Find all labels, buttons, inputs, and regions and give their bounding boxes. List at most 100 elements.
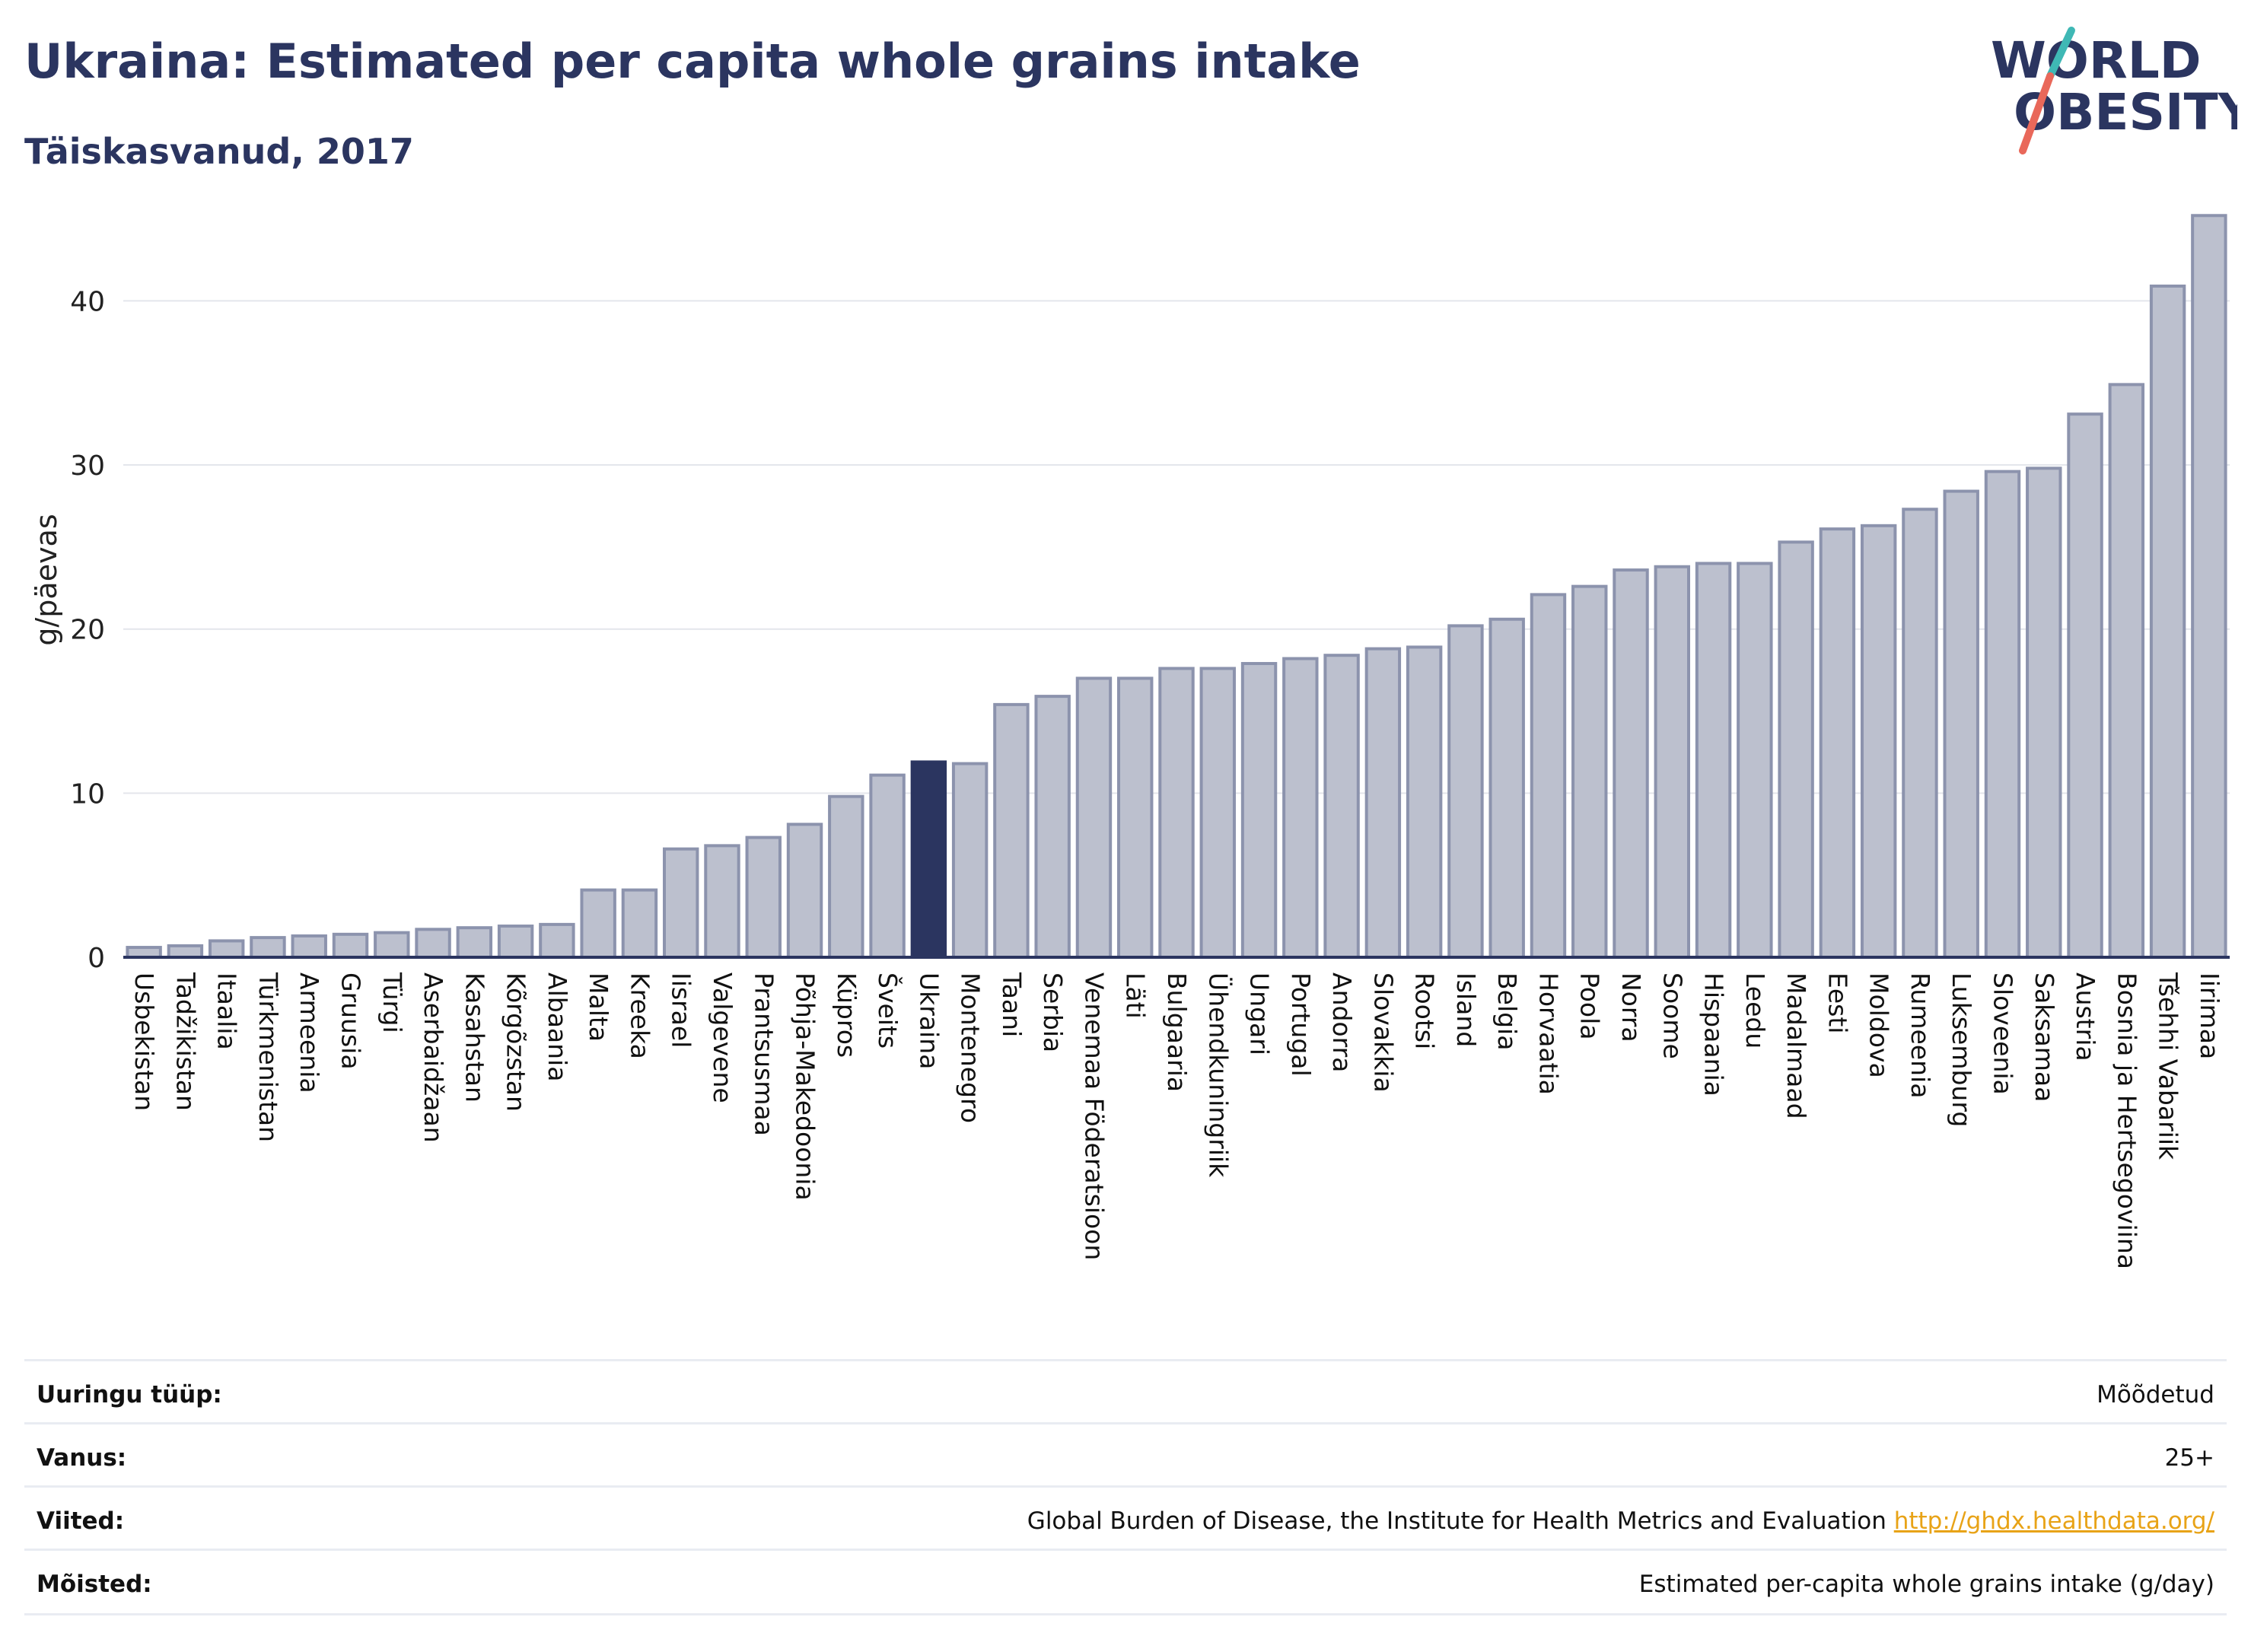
info-key: Vanus: xyxy=(37,1444,127,1472)
bar-iirimaa xyxy=(2191,214,2227,959)
bar-slovakkia xyxy=(1364,647,1402,959)
x-tick-label: Moldova xyxy=(1864,972,1894,1078)
bar-p-hja-makedoonia xyxy=(786,823,823,960)
x-tick-label: Türgi xyxy=(377,972,407,1033)
bar-norra xyxy=(1613,568,1649,959)
x-tick-label: Küpros xyxy=(832,972,861,1058)
bar-kreeka xyxy=(621,888,658,960)
logo-text-world: WORLD xyxy=(1991,31,2202,90)
x-tick-label: Iirimaa xyxy=(2195,972,2224,1059)
x-tick-label: Tšehhi Vabariik xyxy=(2154,972,2183,1160)
bar-tad-ikistan xyxy=(167,944,204,959)
logo-slash-teal xyxy=(2046,27,2075,80)
x-tick-label: Montenegro xyxy=(956,972,985,1123)
x-tick-label: Portugal xyxy=(1286,972,1316,1077)
chart-subtitle: Täiskasvanud, 2017 xyxy=(24,131,414,172)
x-tick-label: Malta xyxy=(584,972,613,1042)
x-tick-label: Belgia xyxy=(1492,972,1522,1050)
bar-kasahstan xyxy=(456,926,493,960)
bar-horvaatia xyxy=(1530,593,1567,959)
bar-bulgaaria xyxy=(1158,667,1195,959)
bar-soome xyxy=(1654,565,1691,959)
x-tick-label: Eesti xyxy=(1823,972,1852,1033)
bar-ukraina xyxy=(910,760,947,959)
bar-poola xyxy=(1571,584,1608,959)
y-tick-label: 20 xyxy=(70,615,105,646)
x-tick-label: Bulgaaria xyxy=(1162,972,1192,1092)
bar-madalmaad xyxy=(1778,540,1814,959)
x-tick-label: Bosnia ja Hertsegoviina xyxy=(2112,972,2141,1269)
y-tick-label: 10 xyxy=(70,778,105,810)
bar-venemaa-f-deratsioon xyxy=(1075,676,1113,959)
chart-title: Ukraina: Estimated per capita whole grai… xyxy=(24,33,1361,89)
x-tick-label: Horvaatia xyxy=(1533,972,1563,1095)
x-tick-label: Soome xyxy=(1657,972,1687,1059)
y-tick-label: 30 xyxy=(70,450,105,482)
bar-gruusia xyxy=(332,932,369,960)
bar-andorra xyxy=(1323,654,1360,959)
x-tick-label: Armeenia xyxy=(295,972,324,1093)
info-value: Mõõdetud xyxy=(2097,1381,2214,1408)
bar-hispaania xyxy=(1695,562,1732,959)
bar-itaalia xyxy=(208,939,245,960)
x-tick-label: Venemaa Föderatsioon xyxy=(1079,972,1109,1260)
x-tick-label: Albaania xyxy=(543,972,572,1081)
x-tick-label: Kõrgõzstan xyxy=(501,972,531,1112)
bar-malta xyxy=(580,888,616,960)
info-key: Mõisted: xyxy=(37,1571,152,1598)
x-tick-label: Tadžikistan xyxy=(170,972,200,1111)
bar-armeenia xyxy=(291,934,327,959)
bar-valgevene xyxy=(704,844,740,960)
y-tick-label: 0 xyxy=(88,943,105,974)
bar-portugal xyxy=(1282,657,1319,960)
x-tick-label: Rootsi xyxy=(1410,972,1440,1049)
x-tick-label: Aserbaidžaan xyxy=(419,972,448,1143)
bar-saksamaa xyxy=(2026,466,2062,959)
x-tick-label: Gruusia xyxy=(336,972,366,1070)
y-tick-label: 40 xyxy=(70,286,105,317)
x-tick-label: Hispaania xyxy=(1699,972,1729,1097)
x-tick-label: Läti xyxy=(1121,972,1151,1019)
bar--hendkuningriik xyxy=(1199,667,1236,959)
x-tick-label: Slovakkia xyxy=(1368,972,1398,1093)
x-tick-label: Leedu xyxy=(1740,972,1770,1049)
x-tick-label: Norra xyxy=(1616,972,1646,1042)
x-tick-label: Ukraina xyxy=(914,972,944,1069)
info-row-age: Vanus: 25+ xyxy=(24,1422,2227,1487)
x-tick-label: Šveits xyxy=(873,972,903,1049)
bar-island xyxy=(1447,624,1484,960)
x-tick-label: Austria xyxy=(2071,972,2100,1062)
bar-k-pros xyxy=(828,794,864,960)
bar-montenegro xyxy=(951,762,989,960)
x-tick-label: Kreeka xyxy=(625,972,654,1059)
x-tick-label: Ungari xyxy=(1245,972,1275,1055)
bar-moldova xyxy=(1860,524,1897,959)
x-tick-label: Itaalia xyxy=(212,972,242,1050)
info-row-definitions: Mõisted: Estimated per-capita whole grai… xyxy=(24,1549,2227,1615)
bar-iisrael xyxy=(662,847,699,959)
bar-leedu xyxy=(1737,562,1773,959)
x-tick-label: Türkmenistan xyxy=(253,972,283,1142)
bar-prantsusmaa xyxy=(745,836,782,959)
x-tick-label: Poola xyxy=(1575,972,1605,1040)
bar-eesti xyxy=(1819,527,1856,959)
bar-luksemburg xyxy=(1943,489,1979,959)
info-row-survey-type: Uuringu tüüp: Mõõdetud xyxy=(24,1359,2227,1424)
x-tick-label: Ühendkuningriik xyxy=(1203,972,1234,1178)
reference-link[interactable]: http://ghdx.healthdata.org/ xyxy=(1893,1507,2214,1535)
info-value-references: Global Burden of Disease, the Institute … xyxy=(1027,1507,2214,1535)
x-tick-label: Island xyxy=(1451,972,1481,1047)
x-tick-label: Usbekistan xyxy=(129,972,159,1111)
info-value: Estimated per-capita whole grains intake… xyxy=(1638,1571,2214,1598)
bar-l-ti xyxy=(1117,676,1154,959)
bar-t-rkmenistan xyxy=(250,936,286,959)
bar-rootsi xyxy=(1406,645,1443,960)
x-tick-label: Luksemburg xyxy=(1947,972,1976,1127)
info-key: Viited: xyxy=(37,1507,125,1535)
bar-sloveenia xyxy=(1984,469,2021,959)
bar-t-ehhi-vabariik xyxy=(2149,284,2186,959)
x-tick-label: Saksamaa xyxy=(2030,972,2059,1102)
bar-bosnia-ja-hertsegoviina xyxy=(2108,383,2145,959)
x-tick-label: Rumeenia xyxy=(1906,972,1935,1098)
y-axis-title: g/päevas xyxy=(30,514,63,645)
